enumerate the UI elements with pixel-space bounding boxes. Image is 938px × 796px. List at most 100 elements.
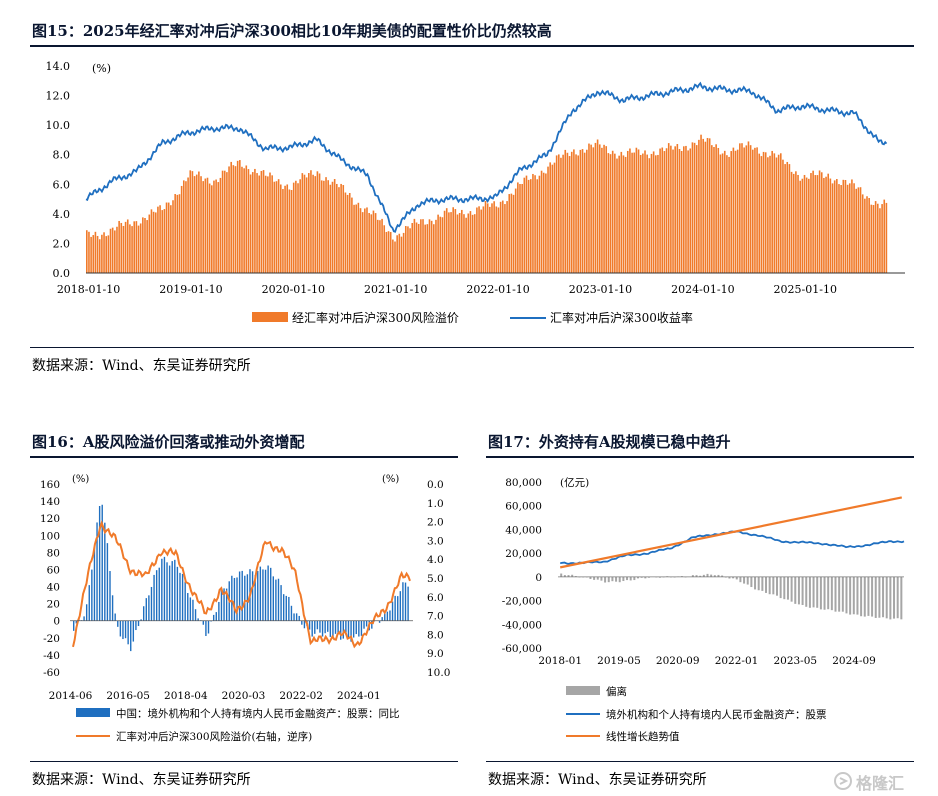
fig15-bar [639,154,642,273]
fig16-bar [106,543,109,621]
fig15-bar [814,175,817,273]
fig15-bar [217,182,220,273]
fig15-x-tick-label: 2023-01-10 [569,283,632,296]
fig17-bar [882,576,885,618]
fig16-bar [73,620,75,631]
fig15-bar [726,155,728,273]
fig15-bar [590,144,592,273]
fig15-bar [295,180,297,273]
fig15-bar [633,152,636,273]
fig15-x-tick-label: 2024-01-10 [671,283,734,296]
fig15-bar [114,230,116,273]
fig16-bar [202,620,205,625]
fig16-bar [378,620,381,623]
fig15-bar [432,224,435,273]
fig16-bar [244,575,246,621]
fig15-bar [480,209,483,273]
fig17-bar [699,575,702,577]
fig16-bar [280,585,282,621]
fig16-bar [337,620,339,635]
fig15-bar [698,139,700,273]
fig15-bar [165,202,168,273]
fig16-x-tick-label: 2022-02 [279,690,323,702]
fig16-bar [358,620,360,637]
fig16-bar [327,620,329,632]
fig15-bar [575,154,577,273]
fig17-bar [805,576,808,607]
fig16-bar [311,620,313,637]
fig15-bar [90,236,92,273]
fig15-bar [760,156,763,273]
fig16-bar [148,595,150,621]
fig15-bar [465,217,467,273]
fig16-bar [171,561,173,621]
fig17-y-tick-label: 20,000 [505,548,542,560]
fig15-bar [118,220,120,273]
fig15-bar [624,156,627,273]
fig15-bar [364,208,366,273]
fig16-bar [181,573,184,621]
fig15-bar [512,194,515,273]
fig15-bar [385,231,388,273]
fig17-legend-label: 境外机构和个人持有境内人民币金融资产：股票 [606,708,827,721]
fig15-x-tick-label: 2025-01-10 [774,283,837,296]
fig17-bar [739,576,742,583]
fig15-bar [654,155,657,273]
fig15-bar [182,180,185,273]
fig15-bar [333,179,336,273]
fig15-bar [721,153,724,273]
fig15-bar [665,148,668,273]
fig15-bar [116,226,118,273]
fig15-bar [426,224,429,273]
fig15-bar [762,151,765,273]
fig15-y-tick-label: 0.0 [53,267,71,280]
fig15-bar [101,234,103,273]
fig16-bar [88,585,90,621]
fig15-bar [473,214,476,273]
fig17-bar [626,576,629,581]
fig15-bar [579,149,582,273]
fig15-bar [305,177,308,273]
fig15-bar [86,230,88,273]
fig15-bar [389,232,392,273]
fig15-bar [833,180,836,273]
fig15-bar [469,211,472,273]
fig16-right-unit: (%) [382,474,399,485]
fig15-bar [329,184,332,273]
fig16-left-unit: (%) [72,474,89,485]
fig17-bar [695,575,698,577]
fig15-bar [631,152,633,273]
fig15-bar [284,185,286,273]
fig15-bar [594,142,597,273]
fig15-bar [478,206,480,273]
fig17-bar [600,576,603,581]
fig15-y-tick-label: 10.0 [46,119,71,132]
fig15-bar [376,219,379,273]
fig15-bar [562,154,564,273]
fig17-bar [867,576,870,616]
fig17-y-tick-label: 0 [535,572,542,584]
fig16-bar [119,620,122,637]
fig15-bar [133,221,136,273]
fig16-bar [340,620,342,640]
fig17-bar [856,576,859,615]
fig15-bar [499,201,502,273]
fig15-bar [279,184,282,273]
fig15-bar [372,210,375,273]
fig17-bar [878,576,881,618]
fig15-bar [642,153,644,273]
fig15-y-tick-label: 12.0 [46,90,71,103]
fig15-bar [708,138,711,273]
fig17-bar [768,576,771,595]
fig15-bar [243,168,245,273]
fig16-bar [142,606,145,621]
fig17-x-tick-label: 2020-09 [656,655,700,667]
fig16-y-right-tick-label: 6.0 [427,592,444,604]
fig16-x-tick-label: 2024-01 [337,690,381,702]
fig17-bar [845,576,848,614]
fig15-bar [616,158,618,273]
fig15-bar [883,199,886,273]
fig15-bar [739,143,741,273]
fig16-y-right-tick-label: 7.0 [427,611,444,623]
fig15-bar [779,153,782,273]
